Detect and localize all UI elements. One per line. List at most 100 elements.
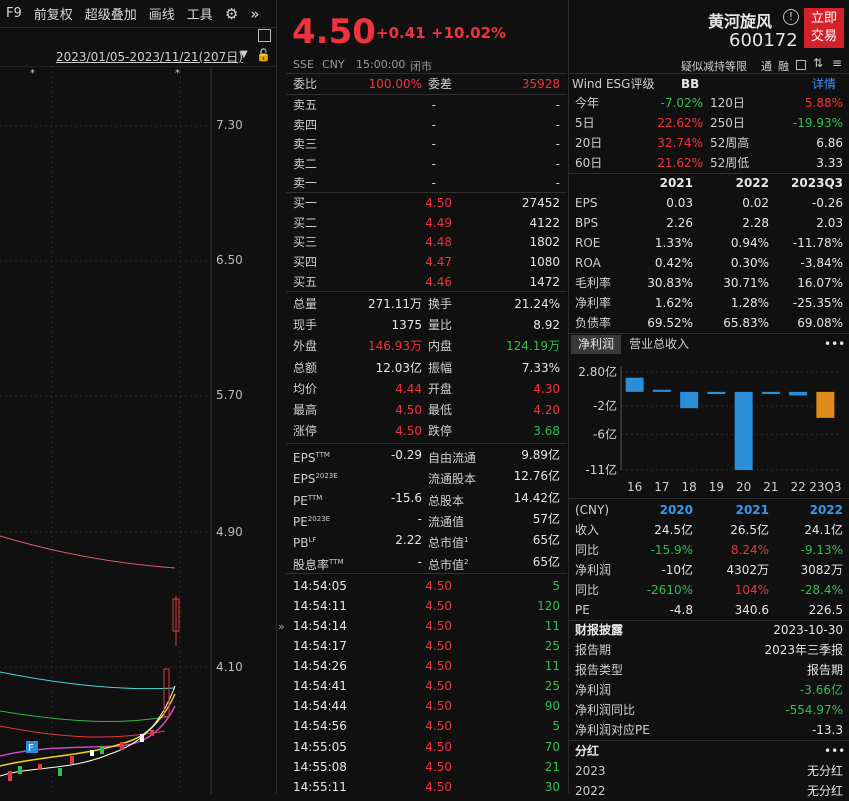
tick-time: 14:54:26 xyxy=(293,659,347,673)
fin-value: 65.83% xyxy=(723,316,769,330)
chart-x-tick: 16 xyxy=(627,480,642,494)
tick-time: 14:54:56 xyxy=(293,719,347,733)
tab-revenue[interactable]: 营业总收入 xyxy=(629,337,690,351)
chart-bar[interactable] xyxy=(652,389,671,392)
report-label: 净利润对应PE xyxy=(575,723,650,737)
bid-price[interactable]: 4.46 xyxy=(425,274,452,289)
valuation-label-text: EPS xyxy=(293,472,316,487)
chart-bar[interactable] xyxy=(816,391,835,418)
toolbar-f9[interactable]: F9 xyxy=(6,6,22,21)
fin-label: EPS xyxy=(575,196,598,210)
dividend-more-icon[interactable]: ••• xyxy=(824,744,846,758)
sort-icon[interactable]: ⇅ xyxy=(813,56,824,70)
bid-volume: 4122 xyxy=(529,215,560,230)
valuation-label-sup: 2 xyxy=(464,557,469,566)
wc-value: 35928 xyxy=(521,77,560,91)
perf-label: 60日 xyxy=(575,156,603,170)
layout-icon[interactable] xyxy=(258,29,271,42)
ask-price[interactable]: - xyxy=(431,137,436,151)
valuation-label: 自由流通 xyxy=(428,445,476,465)
toolbar-overlay[interactable]: 超级叠加 xyxy=(84,8,137,23)
trade-now-button[interactable]: 立即 交易 xyxy=(804,8,844,48)
tick-price: 4.50 xyxy=(425,619,452,633)
chart-bar[interactable] xyxy=(680,391,699,409)
valuation-label-sup: TTM xyxy=(315,451,330,459)
report-label: 报告期 xyxy=(575,643,612,657)
valuation-value: -0.29 xyxy=(390,448,422,462)
bid-price[interactable]: 4.48 xyxy=(425,235,452,250)
kline-chart-panel[interactable]: F9 前复权 超级叠加 画线 工具 ⚙ » 2023/01/05-2023/11… xyxy=(0,0,277,794)
esg-rating: BB xyxy=(681,77,700,91)
tick-time: 14:54:41 xyxy=(293,679,347,693)
tick-volume: 11 xyxy=(544,619,560,633)
ask-price[interactable]: - xyxy=(431,117,436,132)
bid-price[interactable]: 4.50 xyxy=(425,196,452,210)
perf-label: 20日 xyxy=(575,136,603,150)
ask-price[interactable]: - xyxy=(431,156,436,171)
quote-time: 15:00:00 xyxy=(356,58,406,71)
tab-net-profit[interactable]: 净利润 xyxy=(571,335,621,354)
dividend-title: 分红 xyxy=(575,744,600,758)
fin-value: 0.30% xyxy=(730,256,769,270)
inc-value: -28.4% xyxy=(800,583,843,597)
bid-price[interactable]: 4.49 xyxy=(425,215,452,230)
chart-bar[interactable] xyxy=(707,391,726,395)
stat-value: 7.33% xyxy=(521,360,560,375)
collapse-toggle-icon[interactable]: » xyxy=(278,620,285,633)
ask-label: 卖五 xyxy=(293,98,318,112)
ask-price[interactable]: - xyxy=(431,98,436,112)
chart-bar[interactable] xyxy=(734,391,753,470)
toolbar-draw[interactable]: 画线 xyxy=(148,8,175,23)
toolbar-adjust[interactable]: 前复权 xyxy=(33,8,73,23)
ask-volume: - xyxy=(555,117,560,132)
perf-value: 32.74% xyxy=(657,136,703,150)
stat-label: 内盘 xyxy=(428,339,453,354)
valuation-value: 57亿 xyxy=(532,511,560,526)
bid-price[interactable]: 4.47 xyxy=(425,255,452,270)
stat-value: 4.50 xyxy=(395,424,422,439)
valuation-label-text: 总市值 xyxy=(428,536,465,551)
toolbar-tools[interactable]: 工具 xyxy=(186,8,213,23)
fin-value: 0.02 xyxy=(742,196,769,210)
currency: CNY xyxy=(322,58,345,71)
inc-label: 同比 xyxy=(575,543,600,557)
tick-volume: 70 xyxy=(544,740,560,754)
ask-price[interactable]: - xyxy=(431,176,436,190)
more-icon[interactable]: ••• xyxy=(824,337,846,351)
valuation-label: PE2023E xyxy=(293,509,330,529)
tick-volume: 90 xyxy=(544,699,560,713)
expand-right-icon[interactable]: » xyxy=(250,4,260,23)
chart-bar[interactable] xyxy=(625,377,644,392)
inc-value: 4302万 xyxy=(726,563,769,577)
tick-time: 14:54:44 xyxy=(293,699,347,713)
wind-esg-label: Wind ESG评级 xyxy=(572,77,655,91)
chart-bar[interactable] xyxy=(761,391,780,395)
info-icon[interactable]: ! xyxy=(783,9,799,25)
menu-icon[interactable]: ≡ xyxy=(832,56,843,70)
dropdown-arrow-icon[interactable]: ▼ xyxy=(240,49,248,60)
bid-volume: 27452 xyxy=(521,196,560,210)
detail-link[interactable]: 详情 xyxy=(812,77,837,91)
inc-value: -15.9% xyxy=(650,543,693,557)
inc-value: -9.13% xyxy=(800,543,843,557)
inc-value: 24.5亿 xyxy=(654,523,693,537)
lock-icon[interactable]: 🔓 xyxy=(256,48,271,62)
chart-bar[interactable] xyxy=(789,391,808,396)
inc-value: 24.1亿 xyxy=(804,523,843,537)
chart-y-tick: -6亿 xyxy=(593,426,617,441)
valuation-label-sup: LF xyxy=(308,536,317,545)
valuation-label-text: 总股本 xyxy=(428,493,465,508)
report-label: 净利润同比 xyxy=(575,703,636,717)
ask-label: 卖三 xyxy=(293,137,318,151)
report-label: 净利润 xyxy=(575,683,612,697)
perf-value: 5.88% xyxy=(804,96,843,110)
valuation-label-text: PB xyxy=(293,536,309,551)
inc-year-header[interactable]: 2022 xyxy=(809,503,843,517)
inc-year-header[interactable]: 2021 xyxy=(735,503,769,517)
valuation-label: 总股本 xyxy=(428,488,464,508)
inc-year-header[interactable]: 2020 xyxy=(659,503,693,517)
chart-y-tick: 2.80亿 xyxy=(578,364,617,379)
grid-icon[interactable] xyxy=(796,60,806,70)
gear-icon[interactable]: ⚙ xyxy=(224,4,239,23)
valuation-label-text: 自由流通 xyxy=(428,451,477,465)
